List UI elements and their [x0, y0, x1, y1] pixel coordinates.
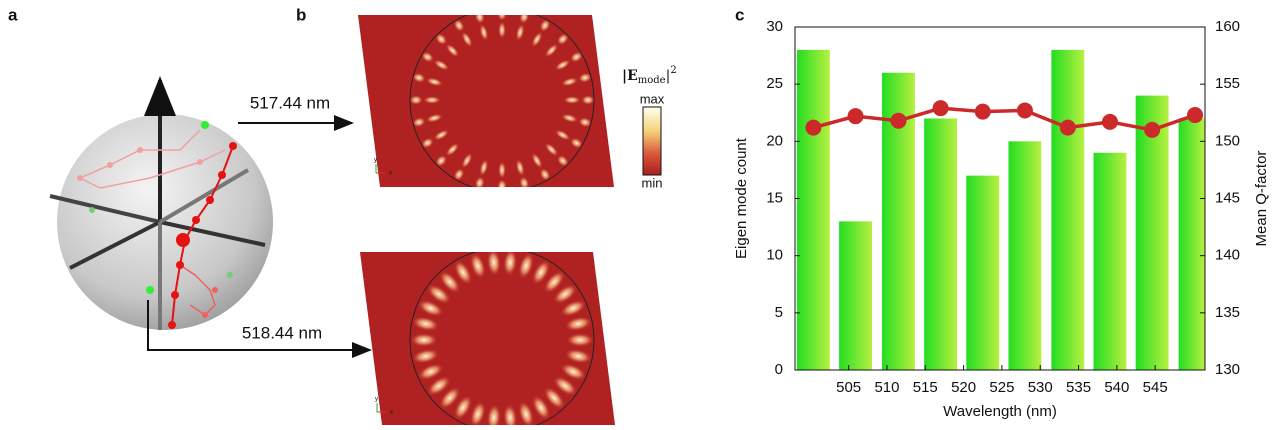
bar: [966, 176, 999, 370]
bar: [924, 118, 957, 370]
y2-tick-label: 155: [1215, 75, 1240, 92]
field-spot: [409, 95, 423, 105]
colorbar-min: min: [642, 175, 663, 190]
wavelength-label: 517.44 nm: [250, 93, 330, 112]
q-marker: [805, 120, 821, 136]
glyph-label: x: [390, 410, 393, 416]
bar: [1179, 118, 1205, 370]
x-tick-label: 530: [1028, 379, 1053, 396]
q-marker: [933, 100, 949, 116]
figure: a 517.44 nm 518.44 nm b y x y x max min …: [0, 0, 1288, 430]
x-tick-label: 520: [951, 379, 976, 396]
panel-label: c: [735, 5, 744, 24]
y-tick-label: 30: [766, 18, 783, 35]
x-tick-label: 510: [874, 379, 899, 396]
x-tick-label: 545: [1143, 379, 1168, 396]
q-marker: [1017, 102, 1033, 118]
field-spot: [563, 96, 581, 104]
field-map: [350, 7, 620, 193]
glyph-label: y: [375, 397, 378, 403]
y2-tick-label: 150: [1215, 132, 1240, 149]
q-marker: [1144, 122, 1160, 138]
wavelength-label: 518.44 nm: [242, 323, 322, 342]
field-spot: [423, 96, 441, 104]
q-marker: [1187, 107, 1203, 123]
y2-tick-label: 160: [1215, 18, 1240, 35]
colorbar: [643, 107, 661, 175]
q-marker: [1060, 120, 1076, 136]
y-axis-label: Eigen mode count: [733, 137, 750, 259]
q-marker: [848, 108, 864, 124]
bar: [839, 221, 872, 370]
q-marker: [975, 104, 991, 120]
field-spot: [498, 21, 506, 39]
bar: [1051, 50, 1084, 370]
bar: [797, 50, 830, 370]
page: a 517.44 nm 518.44 nm b y x y x max min …: [0, 0, 1288, 430]
x-tick-label: 540: [1104, 379, 1129, 396]
field-spot: [566, 333, 594, 347]
x-tick-label: 525: [989, 379, 1014, 396]
y-tick-label: 20: [766, 132, 783, 149]
colorbar-title: |Emode|2: [622, 65, 677, 86]
y2-tick-label: 130: [1215, 361, 1240, 378]
colorbar-max: max: [640, 91, 665, 106]
field-spot: [581, 95, 595, 105]
y2-tick-label: 145: [1215, 189, 1240, 206]
y-tick-label: 5: [775, 304, 783, 321]
field-spot: [497, 179, 507, 193]
y-tick-label: 10: [766, 247, 783, 264]
bar: [1008, 141, 1041, 370]
x-axis-label: Wavelength (nm): [943, 403, 1057, 420]
x-tick-label: 505: [836, 379, 861, 396]
y-tick-label: 25: [766, 75, 783, 92]
field-map: [350, 245, 620, 430]
y2-axis-label: Mean Q-factor: [1253, 151, 1270, 247]
glyph-label: y: [374, 158, 377, 164]
y-tick-label: 0: [775, 361, 783, 378]
q-marker: [1102, 114, 1118, 130]
y-tick-label: 15: [766, 189, 783, 206]
field-spot: [497, 7, 507, 21]
x-tick-label: 515: [913, 379, 938, 396]
panel-label: b: [296, 5, 306, 24]
panel-label: a: [8, 5, 18, 24]
y2-tick-label: 140: [1215, 247, 1240, 264]
x-tick-label: 535: [1066, 379, 1091, 396]
y2-tick-label: 135: [1215, 304, 1240, 321]
bar: [1094, 153, 1127, 370]
q-marker: [890, 113, 906, 129]
field-spot: [410, 333, 438, 347]
glyph-label: x: [389, 171, 392, 177]
field-spot: [498, 161, 506, 179]
